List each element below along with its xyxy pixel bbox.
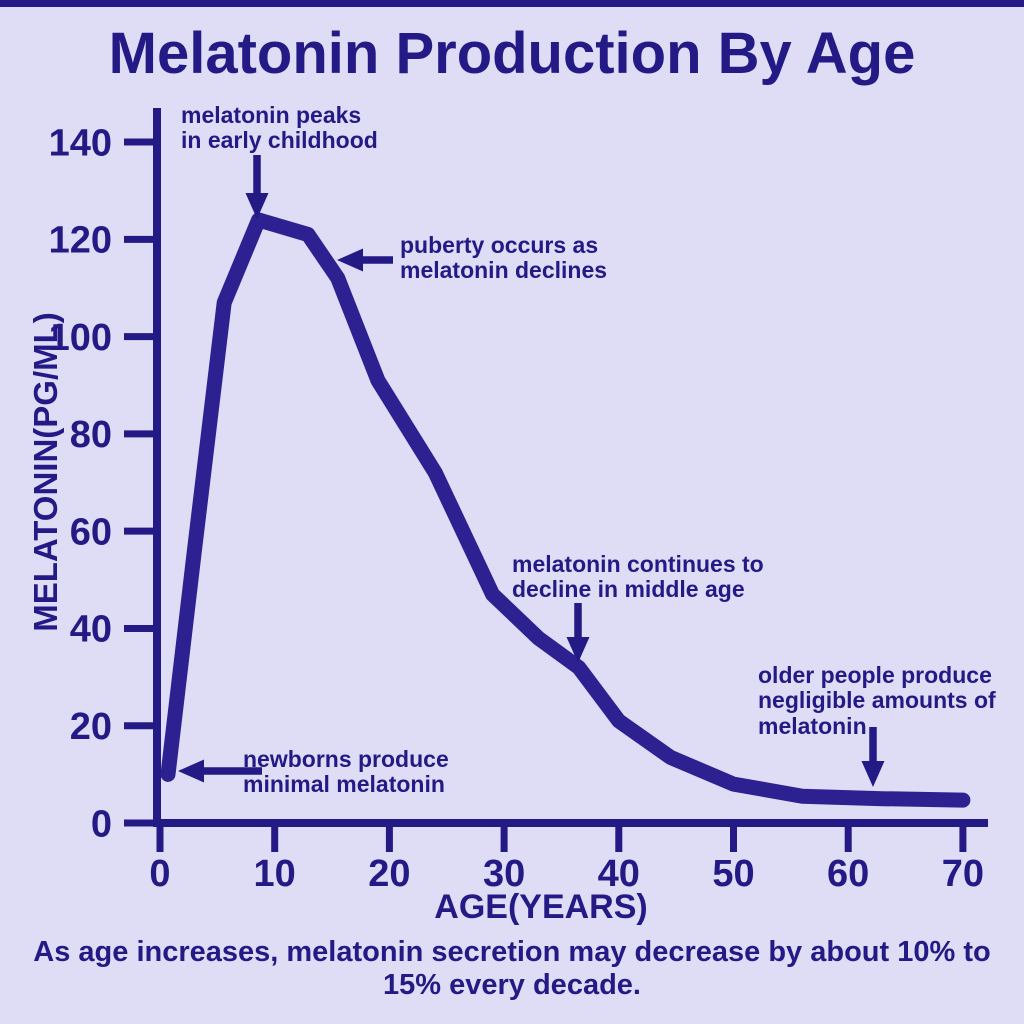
annotation-middle-age: melatonin continues to decline in middle… <box>512 551 764 603</box>
x-tick-label: 40 <box>598 853 640 895</box>
y-tick-label: 0 <box>91 803 112 845</box>
x-tick-label: 20 <box>368 853 410 895</box>
melatonin-curve <box>160 212 971 808</box>
annotation-newborns: newborns produce minimal melatonin <box>243 746 449 798</box>
x-tick-label: 60 <box>827 853 869 895</box>
annotation-arrowhead-puberty <box>337 248 363 272</box>
annotation-peak: melatonin peaks in early childhood <box>181 102 378 154</box>
y-tick-label: 60 <box>70 511 112 553</box>
y-tick-label: 140 <box>49 122 112 164</box>
y-tick-label: 80 <box>70 414 112 456</box>
y-tick-label: 120 <box>49 220 112 262</box>
x-tick-label: 30 <box>483 853 525 895</box>
chart-title: Melatonin Production By Age <box>108 21 916 86</box>
annotation-arrowhead-newborns <box>178 759 204 783</box>
annotation-arrowhead-peak <box>245 193 269 219</box>
annotation-puberty: puberty occurs as melatonin declines <box>400 232 608 284</box>
caption: As age increases, melatonin secretion ma… <box>33 936 991 1002</box>
x-tick-label: 70 <box>942 853 984 895</box>
top-border <box>0 0 1024 7</box>
x-tick-label: 50 <box>712 853 754 895</box>
annotation-older-people: older people produce negligible amounts … <box>758 662 996 739</box>
y-tick-label: 40 <box>70 609 112 651</box>
annotation-arrowhead-middle-age <box>566 637 590 663</box>
y-tick-label: 100 <box>49 317 112 359</box>
annotation-arrowhead-older-people <box>861 761 885 787</box>
x-tick-label: 10 <box>254 853 296 895</box>
x-axis-title: AGE(YEARS) <box>434 888 648 926</box>
x-tick-label: 0 <box>149 853 170 895</box>
y-tick-label: 20 <box>70 706 112 748</box>
